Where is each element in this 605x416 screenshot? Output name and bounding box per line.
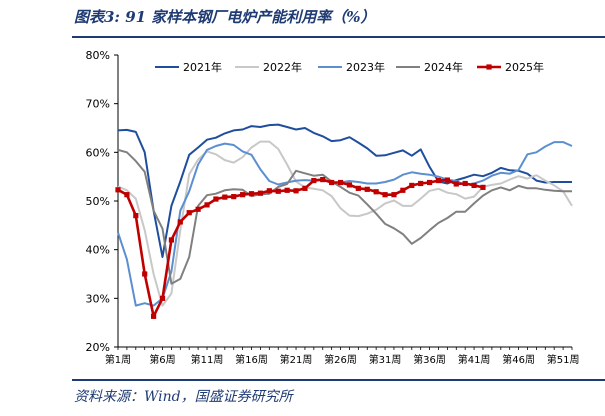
series-point-2025 [186, 210, 192, 216]
figure-source: 资料来源：Wind，国盛证券研究所 [74, 389, 293, 405]
series-line-2021 [117, 123, 572, 258]
series-point-2025 [382, 192, 388, 198]
series-line-2022 [117, 140, 573, 307]
x-tick-label: 第1周 [105, 353, 131, 366]
x-tick-label: 第6周 [149, 353, 175, 366]
legend-marker-2025 [486, 64, 492, 70]
series-point-2025 [248, 191, 255, 197]
series-point-2025 [204, 202, 210, 208]
y-tick-label: 50% [86, 195, 110, 208]
series-point-2025 [213, 196, 219, 202]
series-point-2025 [337, 179, 344, 186]
series-point-2025 [311, 177, 317, 184]
legend-label-2021: 2021年 [183, 60, 222, 74]
series-point-2025 [391, 192, 397, 198]
x-tick-label: 第21周 [280, 353, 313, 366]
y-tick-label: 20% [86, 341, 110, 354]
series-point-2025 [293, 188, 299, 194]
series-point-2025 [346, 182, 353, 188]
x-tick-label: 第11周 [191, 353, 224, 366]
series-point-2025 [231, 194, 237, 200]
figure-title: 图表3: 91 家样本钢厂电炉产能利用率（%） [74, 8, 376, 26]
series-point-2025 [159, 295, 166, 301]
series-point-2025 [222, 194, 228, 200]
y-tick-label: 60% [86, 146, 110, 159]
series-point-2025 [409, 182, 415, 189]
series-point-2025 [168, 237, 175, 243]
series-point-2025 [133, 213, 139, 219]
y-tick-label: 40% [86, 244, 110, 257]
series-point-2025 [418, 180, 424, 187]
x-tick-label: 第36周 [413, 353, 446, 366]
series-point-2025 [142, 271, 148, 277]
series-point-2025 [257, 190, 264, 196]
series-point-2025 [151, 313, 157, 319]
series-point-2025 [462, 180, 468, 187]
series-point-2025 [124, 192, 130, 198]
chart-legend: 2021年 2022年 2023年 2024年 2025年 [155, 60, 544, 74]
x-tick-label: 第51周 [547, 353, 580, 366]
series-point-2025 [426, 179, 433, 186]
x-tick-label: 第46周 [502, 353, 535, 366]
series-point-2025 [275, 188, 281, 194]
series-point-2025 [320, 176, 326, 183]
x-tick-label: 第31周 [369, 353, 402, 366]
series-line-2023 [117, 141, 573, 307]
legend-label-2022: 2022年 [263, 60, 302, 74]
series-layer [115, 123, 573, 319]
series-point-2025 [329, 179, 335, 186]
series-point-2025 [177, 219, 183, 225]
x-tick-label: 第26周 [324, 353, 357, 366]
series-point-2025 [453, 181, 459, 187]
series-point-2025 [400, 187, 406, 193]
series-point-2025 [471, 182, 477, 189]
series-point-2025 [195, 206, 201, 212]
series-line-2024 [117, 148, 572, 285]
source-rule [72, 379, 605, 381]
series-point-2025 [115, 187, 121, 193]
legend-label-2023: 2023年 [346, 60, 385, 74]
x-tick-label: 第41周 [458, 353, 491, 366]
legend-label-2024: 2024年 [424, 60, 463, 74]
series-point-2025 [364, 186, 370, 192]
series-point-2025 [444, 177, 450, 183]
title-rule [72, 36, 605, 38]
chart-axes: 20%30%40%50%60%70%80%第1周 第6周 第11周 第16周 第21周第… [86, 49, 580, 366]
series-point-2025 [435, 177, 442, 184]
series-point-2025 [373, 189, 379, 195]
series-point-2025 [302, 185, 308, 191]
y-tick-label: 70% [86, 98, 110, 111]
y-tick-label: 30% [86, 292, 110, 305]
series-point-2025 [266, 188, 272, 194]
series-point-2025 [240, 192, 246, 198]
series-point-2025 [355, 185, 361, 191]
series-point-2025 [284, 187, 290, 193]
series-point-2025 [480, 184, 486, 190]
legend-label-2025: 2025年 [505, 60, 544, 74]
x-tick-label: 第16周 [235, 353, 268, 366]
y-tick-label: 80% [86, 49, 110, 62]
